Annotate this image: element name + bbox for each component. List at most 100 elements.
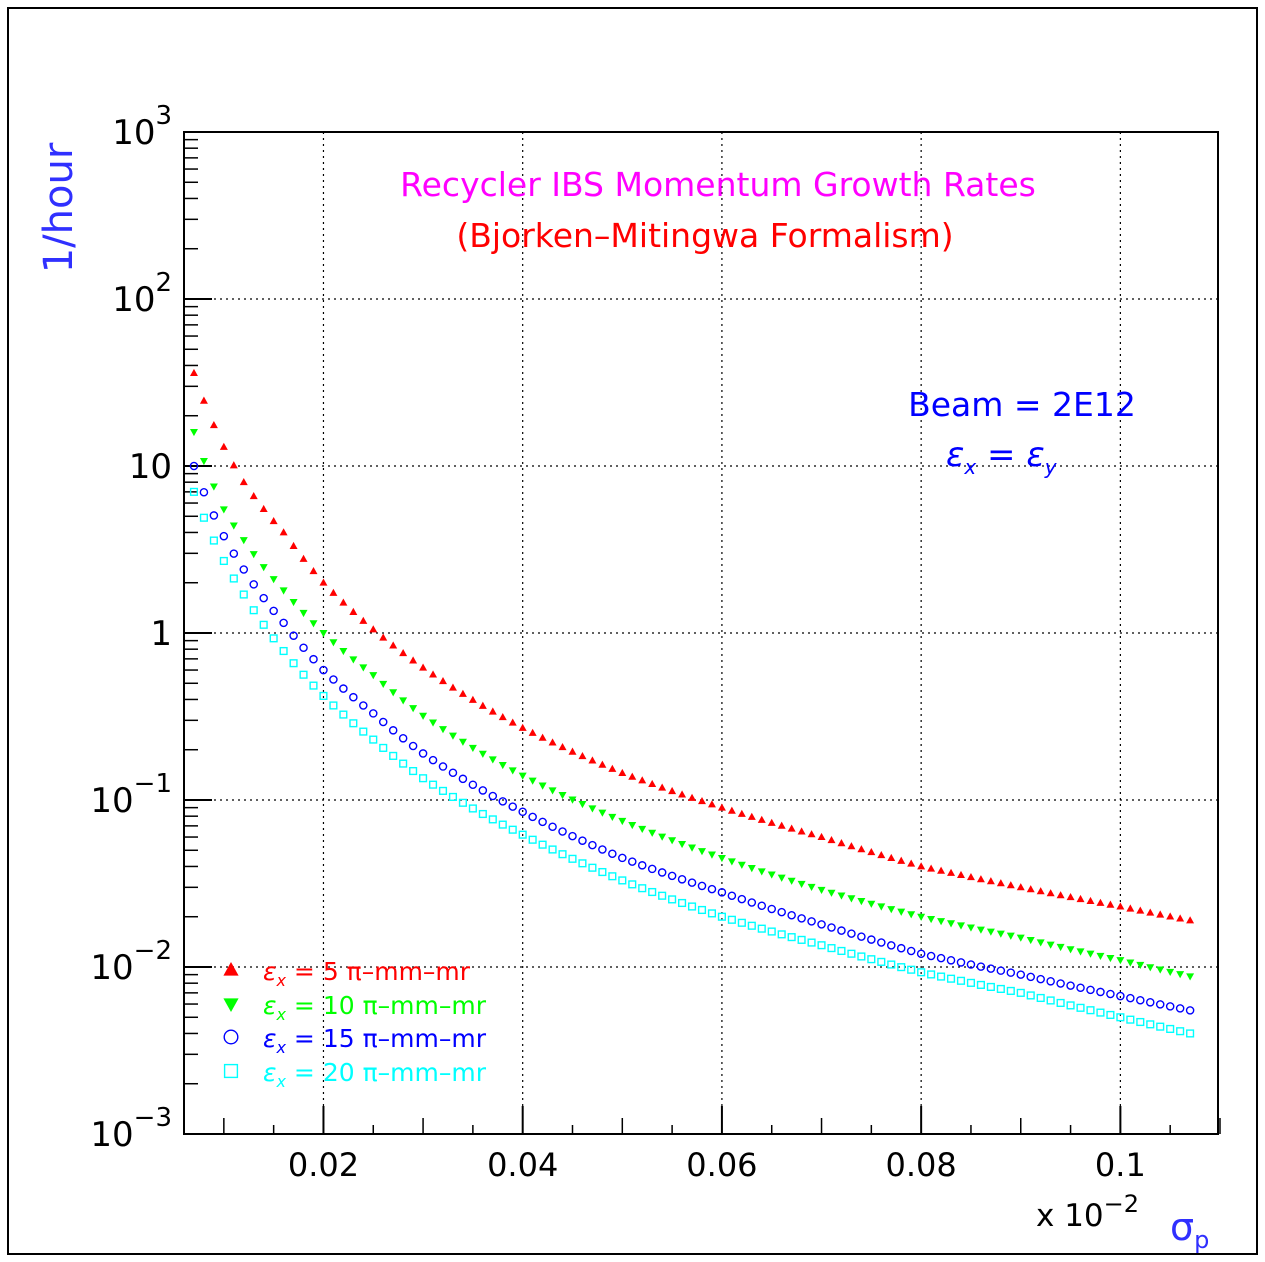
data-point-series-2 [797, 880, 806, 888]
data-point-series-2 [1126, 959, 1135, 967]
data-point-series-3 [707, 884, 717, 894]
data-point-series-1 [887, 853, 896, 861]
data-point-series-3 [1016, 970, 1026, 979]
data-point-series-4 [239, 590, 248, 599]
data-point-series-2 [648, 829, 657, 837]
data-point-series-1 [498, 713, 507, 721]
data-point-series-1 [269, 516, 278, 525]
data-point-series-1 [1066, 893, 1075, 901]
data-point-series-2 [937, 918, 946, 926]
data-point-series-4 [249, 606, 258, 615]
data-point-series-2 [947, 920, 956, 928]
data-point-series-3 [847, 929, 856, 938]
data-point-series-4 [747, 921, 756, 930]
data-point-series-2 [678, 840, 687, 849]
data-point-series-1 [379, 633, 388, 641]
data-point-series-1 [937, 866, 946, 874]
data-point-series-3 [388, 726, 398, 735]
data-point-series-1 [369, 625, 378, 633]
data-point-series-1 [598, 760, 607, 768]
canvas-border [7, 7, 1258, 1255]
data-point-series-4 [1186, 1029, 1195, 1038]
data-point-series-4 [369, 735, 378, 744]
annotation-equals: = [976, 435, 1026, 475]
data-point-series-1 [199, 396, 208, 404]
y-tick-base: 10 [90, 1115, 133, 1155]
data-point-series-4 [498, 820, 507, 829]
data-point-series-3 [189, 461, 199, 471]
y-tick-base: 10 [112, 280, 155, 320]
data-point-series-1 [419, 663, 428, 671]
data-point-series-2 [329, 639, 338, 647]
data-point-series-1 [897, 856, 906, 864]
y-tick-label: 10 [129, 447, 172, 487]
y-tick-exponent: −1 [134, 769, 172, 799]
x-axis-multiplier: x 10−2 [1036, 1190, 1139, 1234]
data-point-series-4 [907, 965, 916, 974]
data-point-series-1 [359, 616, 368, 624]
data-point-series-1 [508, 718, 517, 726]
data-point-series-2 [717, 854, 726, 863]
data-point-series-3 [777, 907, 786, 917]
data-point-series-1 [249, 491, 258, 500]
data-point-series-3 [299, 643, 308, 653]
data-point-series-4 [1176, 1027, 1185, 1036]
data-point-series-3 [538, 817, 547, 827]
data-point-series-1 [259, 504, 268, 513]
data-point-series-4 [976, 980, 985, 989]
data-point-series-3 [319, 665, 328, 675]
data-point-series-1 [1156, 910, 1165, 918]
data-point-series-2 [1096, 952, 1105, 960]
data-point-series-2 [1136, 961, 1145, 970]
data-point-series-3 [588, 840, 597, 850]
y-tick-base: 1 [150, 614, 172, 654]
data-point-series-1 [678, 790, 687, 798]
data-point-series-3 [368, 709, 378, 718]
data-point-series-2 [628, 821, 637, 830]
data-point-series-2 [897, 908, 906, 916]
data-point-series-1 [1146, 908, 1155, 916]
data-point-series-4 [598, 867, 607, 877]
data-point-series-2 [518, 772, 527, 780]
data-point-series-4 [568, 854, 577, 863]
y-tick-exponent: 2 [155, 268, 172, 298]
data-point-series-4 [697, 905, 707, 915]
data-point-series-1 [608, 764, 617, 772]
data-point-series-4 [1136, 1017, 1145, 1027]
y-tick-exponent: 3 [155, 101, 172, 131]
data-point-series-2 [976, 926, 985, 934]
data-point-series-3 [458, 774, 468, 784]
data-point-series-4 [937, 972, 946, 981]
data-point-series-1 [688, 793, 697, 801]
data-point-series-4 [1016, 988, 1025, 997]
data-point-series-1 [857, 845, 866, 853]
data-point-series-2 [239, 537, 248, 545]
data-point-series-3 [767, 904, 776, 914]
data-point-series-3 [1136, 995, 1145, 1005]
data-point-series-3 [199, 488, 209, 497]
data-point-series-2 [857, 898, 866, 906]
data-point-series-1 [747, 812, 756, 820]
data-point-series-4 [349, 719, 358, 728]
data-point-series-2 [568, 796, 577, 804]
data-point-series-2 [668, 837, 677, 845]
data-point-series-2 [986, 928, 995, 936]
data-point-series-3 [428, 755, 438, 765]
data-point-series-2 [219, 506, 228, 514]
x-axis-multiplier-exponent: −2 [1104, 1190, 1139, 1218]
legend-text: = 20 π–mm–mr [286, 1058, 487, 1087]
data-point-series-1 [1176, 914, 1185, 922]
data-point-series-4 [299, 670, 308, 679]
data-point-series-4 [279, 646, 288, 656]
data-point-series-2 [588, 805, 597, 813]
data-point-series-2 [259, 564, 268, 572]
data-point-series-3 [697, 881, 707, 891]
data-point-series-1 [189, 368, 198, 377]
data-point-series-2 [548, 787, 557, 795]
data-point-series-4 [229, 574, 238, 583]
data-point-series-2 [508, 767, 517, 775]
data-point-series-3 [259, 593, 268, 603]
data-point-series-3 [528, 812, 537, 822]
data-point-series-1 [837, 839, 846, 847]
data-point-series-4 [986, 982, 995, 991]
